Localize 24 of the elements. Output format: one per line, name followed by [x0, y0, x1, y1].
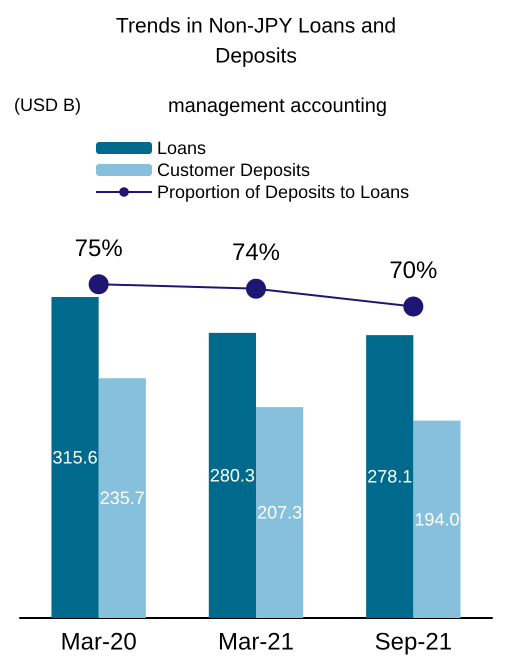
legend-label: Loans: [157, 138, 206, 158]
data-label: 70%: [389, 257, 438, 284]
bar: [366, 335, 414, 618]
data-label: 235.7: [100, 488, 145, 508]
data-label: 315.6: [52, 447, 98, 468]
x-tick-label: Mar-20: [60, 628, 137, 656]
x-tick-label: Sep-21: [374, 628, 452, 656]
bar: [256, 407, 304, 618]
chart-title: Trends in Non-JPY Loans and Deposits: [116, 14, 396, 68]
data-label: 207.3: [257, 502, 302, 523]
bar: [413, 420, 461, 618]
data-label: 280.3: [210, 465, 255, 486]
text: management accounting: [168, 95, 388, 117]
data-label: 194.0: [414, 509, 460, 530]
bar: [208, 332, 256, 618]
bar: [98, 378, 146, 618]
bar: [51, 296, 99, 618]
legend-label: Proportion of Deposits to Loans: [157, 182, 410, 202]
data-label: 74%: [232, 239, 280, 266]
legend-label: Customer Deposits: [157, 160, 310, 180]
data-label: 75%: [74, 234, 123, 262]
text: (USD B): [14, 95, 81, 115]
data-label: 278.1: [367, 466, 412, 487]
x-tick-label: Mar-21: [218, 628, 294, 656]
